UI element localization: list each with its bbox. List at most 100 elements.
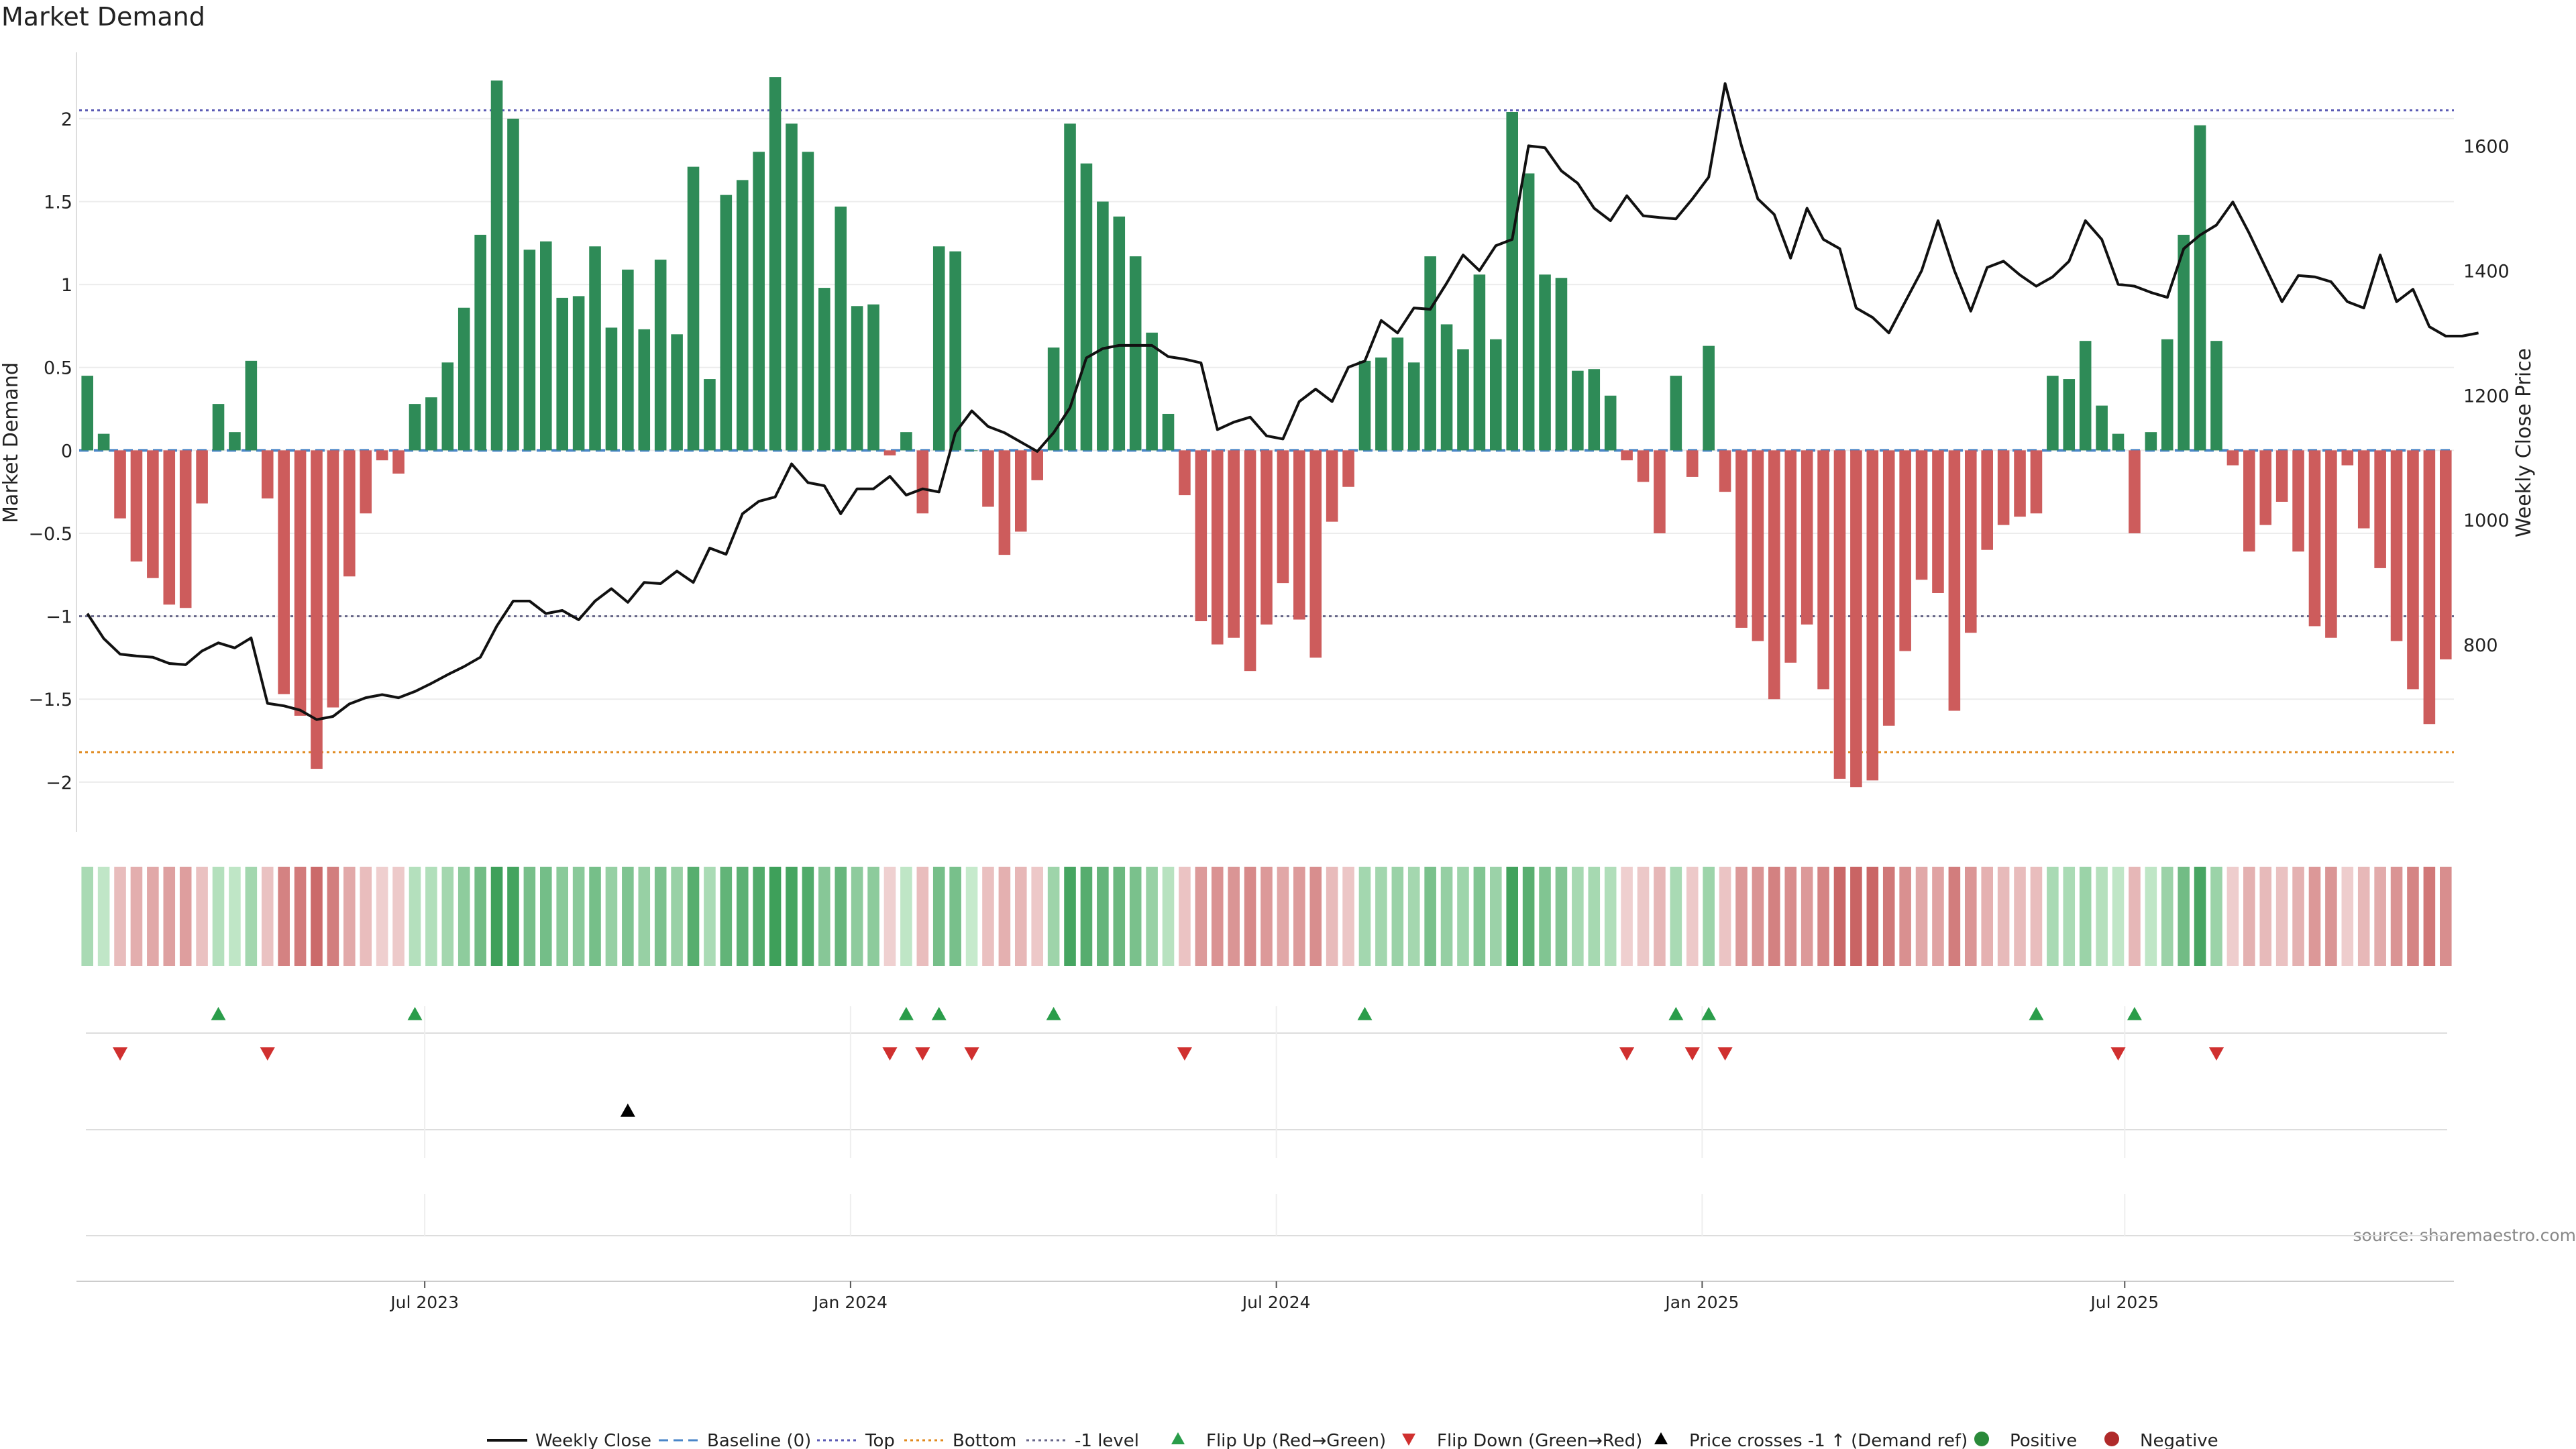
demand-strip-cell — [2259, 867, 2272, 966]
left-axis-label: Market Demand — [0, 362, 23, 523]
demand-strip-cell — [1015, 867, 1027, 966]
demand-bar — [1801, 450, 1813, 625]
demand-bar — [163, 450, 176, 605]
demand-bar — [294, 450, 307, 716]
demand-bar — [2308, 450, 2321, 627]
demand-bar — [1621, 450, 1633, 461]
demand-bar — [1195, 450, 1208, 622]
demand-bar — [1784, 450, 1797, 663]
x-axis: Jul 2023 Jan 2024 Jul 2024 Jan 2025 Jul 2025 — [76, 1281, 2454, 1312]
demand-bar — [311, 450, 323, 769]
demand-bar — [245, 360, 258, 451]
demand-strip-cell — [360, 867, 372, 966]
demand-strip-cell — [1965, 867, 1977, 966]
demand-strip-cell — [1932, 867, 1944, 966]
demand-bar — [622, 269, 634, 451]
demand-strip-cell — [1703, 867, 1715, 966]
demand-bar — [523, 250, 536, 451]
demand-bar — [2014, 450, 2026, 517]
demand-strip-cell — [1572, 867, 1584, 966]
demand-bar — [687, 166, 700, 451]
demand-strip-cell — [687, 867, 700, 966]
demand-strip-cell — [2308, 867, 2321, 966]
demand-strip-cell — [196, 867, 208, 966]
demand-bars — [81, 77, 2452, 788]
demand-bar — [589, 246, 601, 451]
demand-bar — [851, 306, 863, 451]
demand-bar — [982, 450, 994, 507]
demand-strip-cell — [1326, 867, 1338, 966]
demand-bar — [605, 327, 618, 451]
demand-strip-cell — [1260, 867, 1273, 966]
x-tick-label: Jul 2024 — [1241, 1293, 1311, 1312]
flip-up-marker — [407, 1007, 423, 1020]
demand-strip-cell — [1604, 867, 1617, 966]
demand-bar — [1064, 123, 1076, 451]
flip-down-marker — [964, 1047, 979, 1061]
demand-strip-cell — [1719, 867, 1731, 966]
demand-strip-cell — [1064, 867, 1076, 966]
demand-strip-cell — [622, 867, 634, 966]
demand-strip-cell — [1654, 867, 1666, 966]
demand-bar — [2440, 450, 2452, 659]
y-tick-label-right: 1200 — [2463, 386, 2510, 407]
demand-bar — [130, 450, 143, 562]
price-cross-marker — [620, 1104, 635, 1117]
demand-strip-cell — [1358, 867, 1371, 966]
demand-bar — [2145, 432, 2157, 451]
demand-bar — [1768, 450, 1780, 700]
demand-strip-cell — [818, 867, 830, 966]
demand-strip-cell — [1555, 867, 1568, 966]
demand-bar — [1440, 324, 1453, 451]
y-tick-label-left: −2 — [46, 773, 72, 794]
demand-strip-cell — [441, 867, 454, 966]
flip-up-marker — [1701, 1007, 1717, 1020]
y-tick-label-left: −1.5 — [28, 690, 72, 710]
legend-label: Bottom — [953, 1431, 1016, 1449]
flip-down-marker — [113, 1047, 128, 1061]
demand-bar — [540, 241, 552, 451]
demand-strip-cell — [1866, 867, 1879, 966]
demand-strip-cell — [245, 867, 258, 966]
demand-strip-cell — [998, 867, 1011, 966]
demand-bar — [474, 234, 486, 451]
demand-bar — [1882, 450, 1895, 726]
demand-strip-cell — [1195, 867, 1208, 966]
demand-strip-cell — [572, 867, 585, 966]
demand-strip-cell — [1440, 867, 1453, 966]
demand-strip-cell — [1179, 867, 1191, 966]
flip-up-marker — [1046, 1007, 1061, 1020]
demand-bar — [1932, 450, 1944, 593]
demand-strip-cell — [1424, 867, 1436, 966]
demand-strip-cell — [409, 867, 421, 966]
y-tick-label-right: 1600 — [2463, 136, 2510, 157]
demand-strip-cell — [2145, 867, 2157, 966]
flip-up-marker — [2029, 1007, 2044, 1020]
demand-bar — [425, 397, 437, 451]
demand-bar — [1506, 112, 1518, 451]
demand-bar — [1097, 201, 1109, 451]
demand-bar — [1866, 450, 1879, 781]
demand-bar — [1850, 450, 1862, 788]
flip-down-marker — [915, 1047, 930, 1061]
flip-down-marker — [1619, 1047, 1635, 1061]
demand-bar — [2275, 450, 2288, 502]
y-tick-label-left: 0 — [61, 441, 72, 462]
y-tick-label-right: 1400 — [2463, 261, 2510, 282]
demand-bar — [1752, 450, 1764, 641]
demand-bar — [818, 288, 830, 451]
demand-strip-cell — [1031, 867, 1043, 966]
demand-strip-cell — [769, 867, 782, 966]
demand-strip-cell — [343, 867, 356, 966]
demand-bar — [1342, 450, 1354, 487]
demand-strip-cell — [753, 867, 765, 966]
demand-strip-cell — [2047, 867, 2059, 966]
demand-bar — [1277, 450, 1289, 584]
demand-strip-cell — [278, 867, 290, 966]
demand-bar — [507, 118, 519, 451]
demand-bar — [490, 80, 503, 451]
demand-bar — [1719, 450, 1731, 492]
demand-bar — [1244, 450, 1256, 672]
flip-down-marker — [1177, 1047, 1192, 1061]
demand-strip-cell — [982, 867, 994, 966]
